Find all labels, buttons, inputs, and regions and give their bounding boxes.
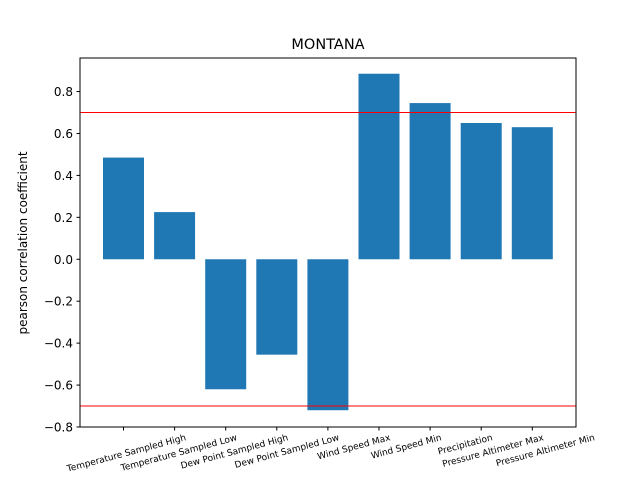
bar-4 — [256, 259, 298, 355]
plot-area-frame — [79, 57, 577, 428]
bars-group — [103, 73, 553, 411]
y-axis-label: pearson correlation coefficient — [16, 151, 30, 334]
bar-6 — [358, 73, 400, 260]
bar-9 — [511, 127, 553, 260]
y-tick-label: 0.8 — [54, 85, 73, 99]
bar-7 — [409, 103, 451, 260]
y-tick-label: 0.4 — [54, 169, 73, 183]
y-tick-label: −0.6 — [44, 379, 73, 393]
y-tick-label: −0.8 — [44, 421, 73, 435]
y-tick-label: 0.2 — [54, 211, 73, 225]
bar-2 — [154, 212, 196, 260]
bar-5 — [307, 259, 349, 411]
y-tick-label: 0.6 — [54, 127, 73, 141]
y-tick-label: −0.4 — [44, 337, 73, 351]
reference-lines-group — [80, 112, 576, 407]
bar-3 — [205, 259, 247, 390]
bar-1 — [103, 157, 144, 260]
bar-8 — [460, 122, 502, 260]
chart-title: MONTANA — [291, 37, 364, 53]
y-tick-label: 0.0 — [54, 253, 73, 267]
y-axis-ticks: −0.8 −0.6 −0.4 −0.2 0.0 0.2 0.4 0.6 0.8 — [44, 85, 80, 435]
y-tick-label: −0.2 — [44, 295, 73, 309]
